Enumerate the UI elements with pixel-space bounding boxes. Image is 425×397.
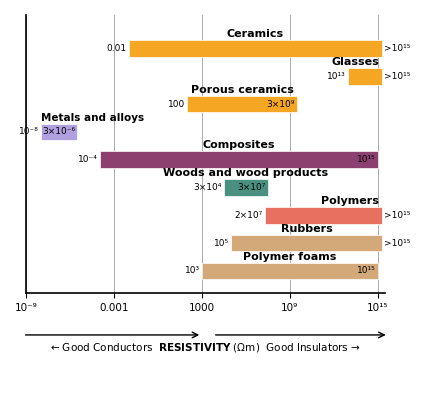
Text: 3×10⁴: 3×10⁴ [193,183,221,192]
Text: 0.01: 0.01 [107,44,127,53]
Text: 100: 100 [168,100,185,108]
Text: 10⁻⁸: 10⁻⁸ [19,127,39,136]
Text: ← Good Conductors  $\mathbf{RESISTIVITY}$ $(\Omega$m$)$  Good Insulators →: ← Good Conductors $\mathbf{RESISTIVITY}$… [50,341,361,353]
Text: Woods and wood products: Woods and wood products [163,168,328,178]
Text: Glasses: Glasses [332,57,379,67]
Text: >10¹⁵: >10¹⁵ [383,44,410,53]
Text: 10¹³: 10¹³ [327,72,346,81]
FancyBboxPatch shape [224,179,268,196]
Text: 3×10⁹: 3×10⁹ [266,100,295,108]
Text: 2×10⁷: 2×10⁷ [235,211,263,220]
FancyBboxPatch shape [231,235,382,251]
FancyBboxPatch shape [99,151,378,168]
Text: 3×10⁻⁶: 3×10⁻⁶ [42,127,75,136]
Text: Polymer foams: Polymer foams [243,252,337,262]
Text: >10¹⁵: >10¹⁵ [383,72,410,81]
Text: >10¹⁵: >10¹⁵ [383,211,410,220]
Text: 10³: 10³ [185,266,200,276]
Text: Ceramics: Ceramics [227,29,284,39]
Text: Composites: Composites [202,141,275,150]
FancyBboxPatch shape [187,96,297,112]
Text: 10¹⁵: 10¹⁵ [357,266,375,276]
Text: Metals and alloys: Metals and alloys [41,113,144,123]
Text: 10⁵: 10⁵ [214,239,229,248]
FancyBboxPatch shape [348,68,382,85]
FancyBboxPatch shape [41,123,77,140]
Text: 10⁻⁴: 10⁻⁴ [77,155,97,164]
Text: Polymers: Polymers [321,196,379,206]
Text: Rubbers: Rubbers [281,224,332,234]
Text: >10¹⁵: >10¹⁵ [383,239,410,248]
Text: 10¹⁵: 10¹⁵ [357,155,375,164]
FancyBboxPatch shape [202,262,378,279]
Text: Porous ceramics: Porous ceramics [191,85,294,95]
FancyBboxPatch shape [265,207,382,224]
FancyBboxPatch shape [129,40,382,57]
Text: 3×10⁷: 3×10⁷ [237,183,265,192]
